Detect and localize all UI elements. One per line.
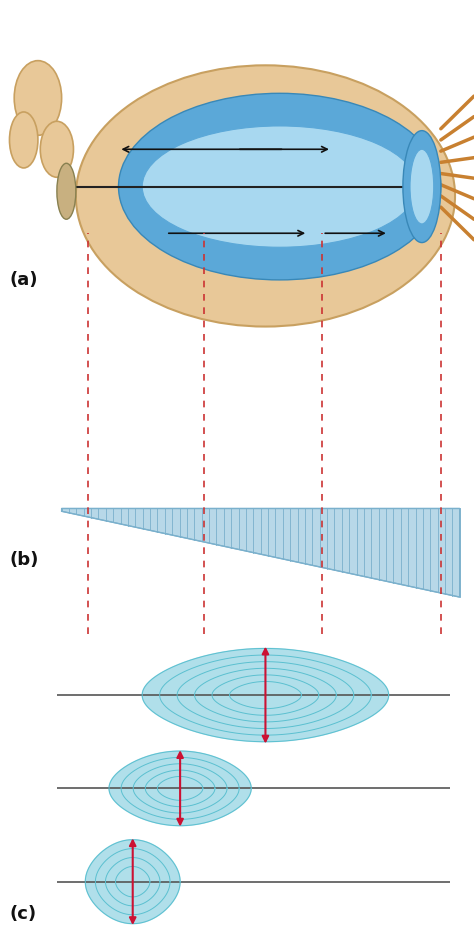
Ellipse shape bbox=[76, 65, 455, 327]
Polygon shape bbox=[62, 508, 460, 597]
Polygon shape bbox=[142, 648, 389, 742]
Ellipse shape bbox=[403, 131, 441, 243]
Ellipse shape bbox=[9, 112, 38, 168]
Ellipse shape bbox=[410, 149, 434, 224]
Text: (b): (b) bbox=[9, 550, 39, 569]
Ellipse shape bbox=[40, 121, 73, 177]
Ellipse shape bbox=[57, 163, 76, 219]
Ellipse shape bbox=[118, 93, 441, 280]
Polygon shape bbox=[85, 840, 180, 924]
Text: (a): (a) bbox=[9, 271, 38, 289]
Ellipse shape bbox=[142, 126, 417, 247]
Text: (c): (c) bbox=[9, 905, 36, 924]
Polygon shape bbox=[109, 751, 251, 826]
Ellipse shape bbox=[14, 61, 62, 135]
